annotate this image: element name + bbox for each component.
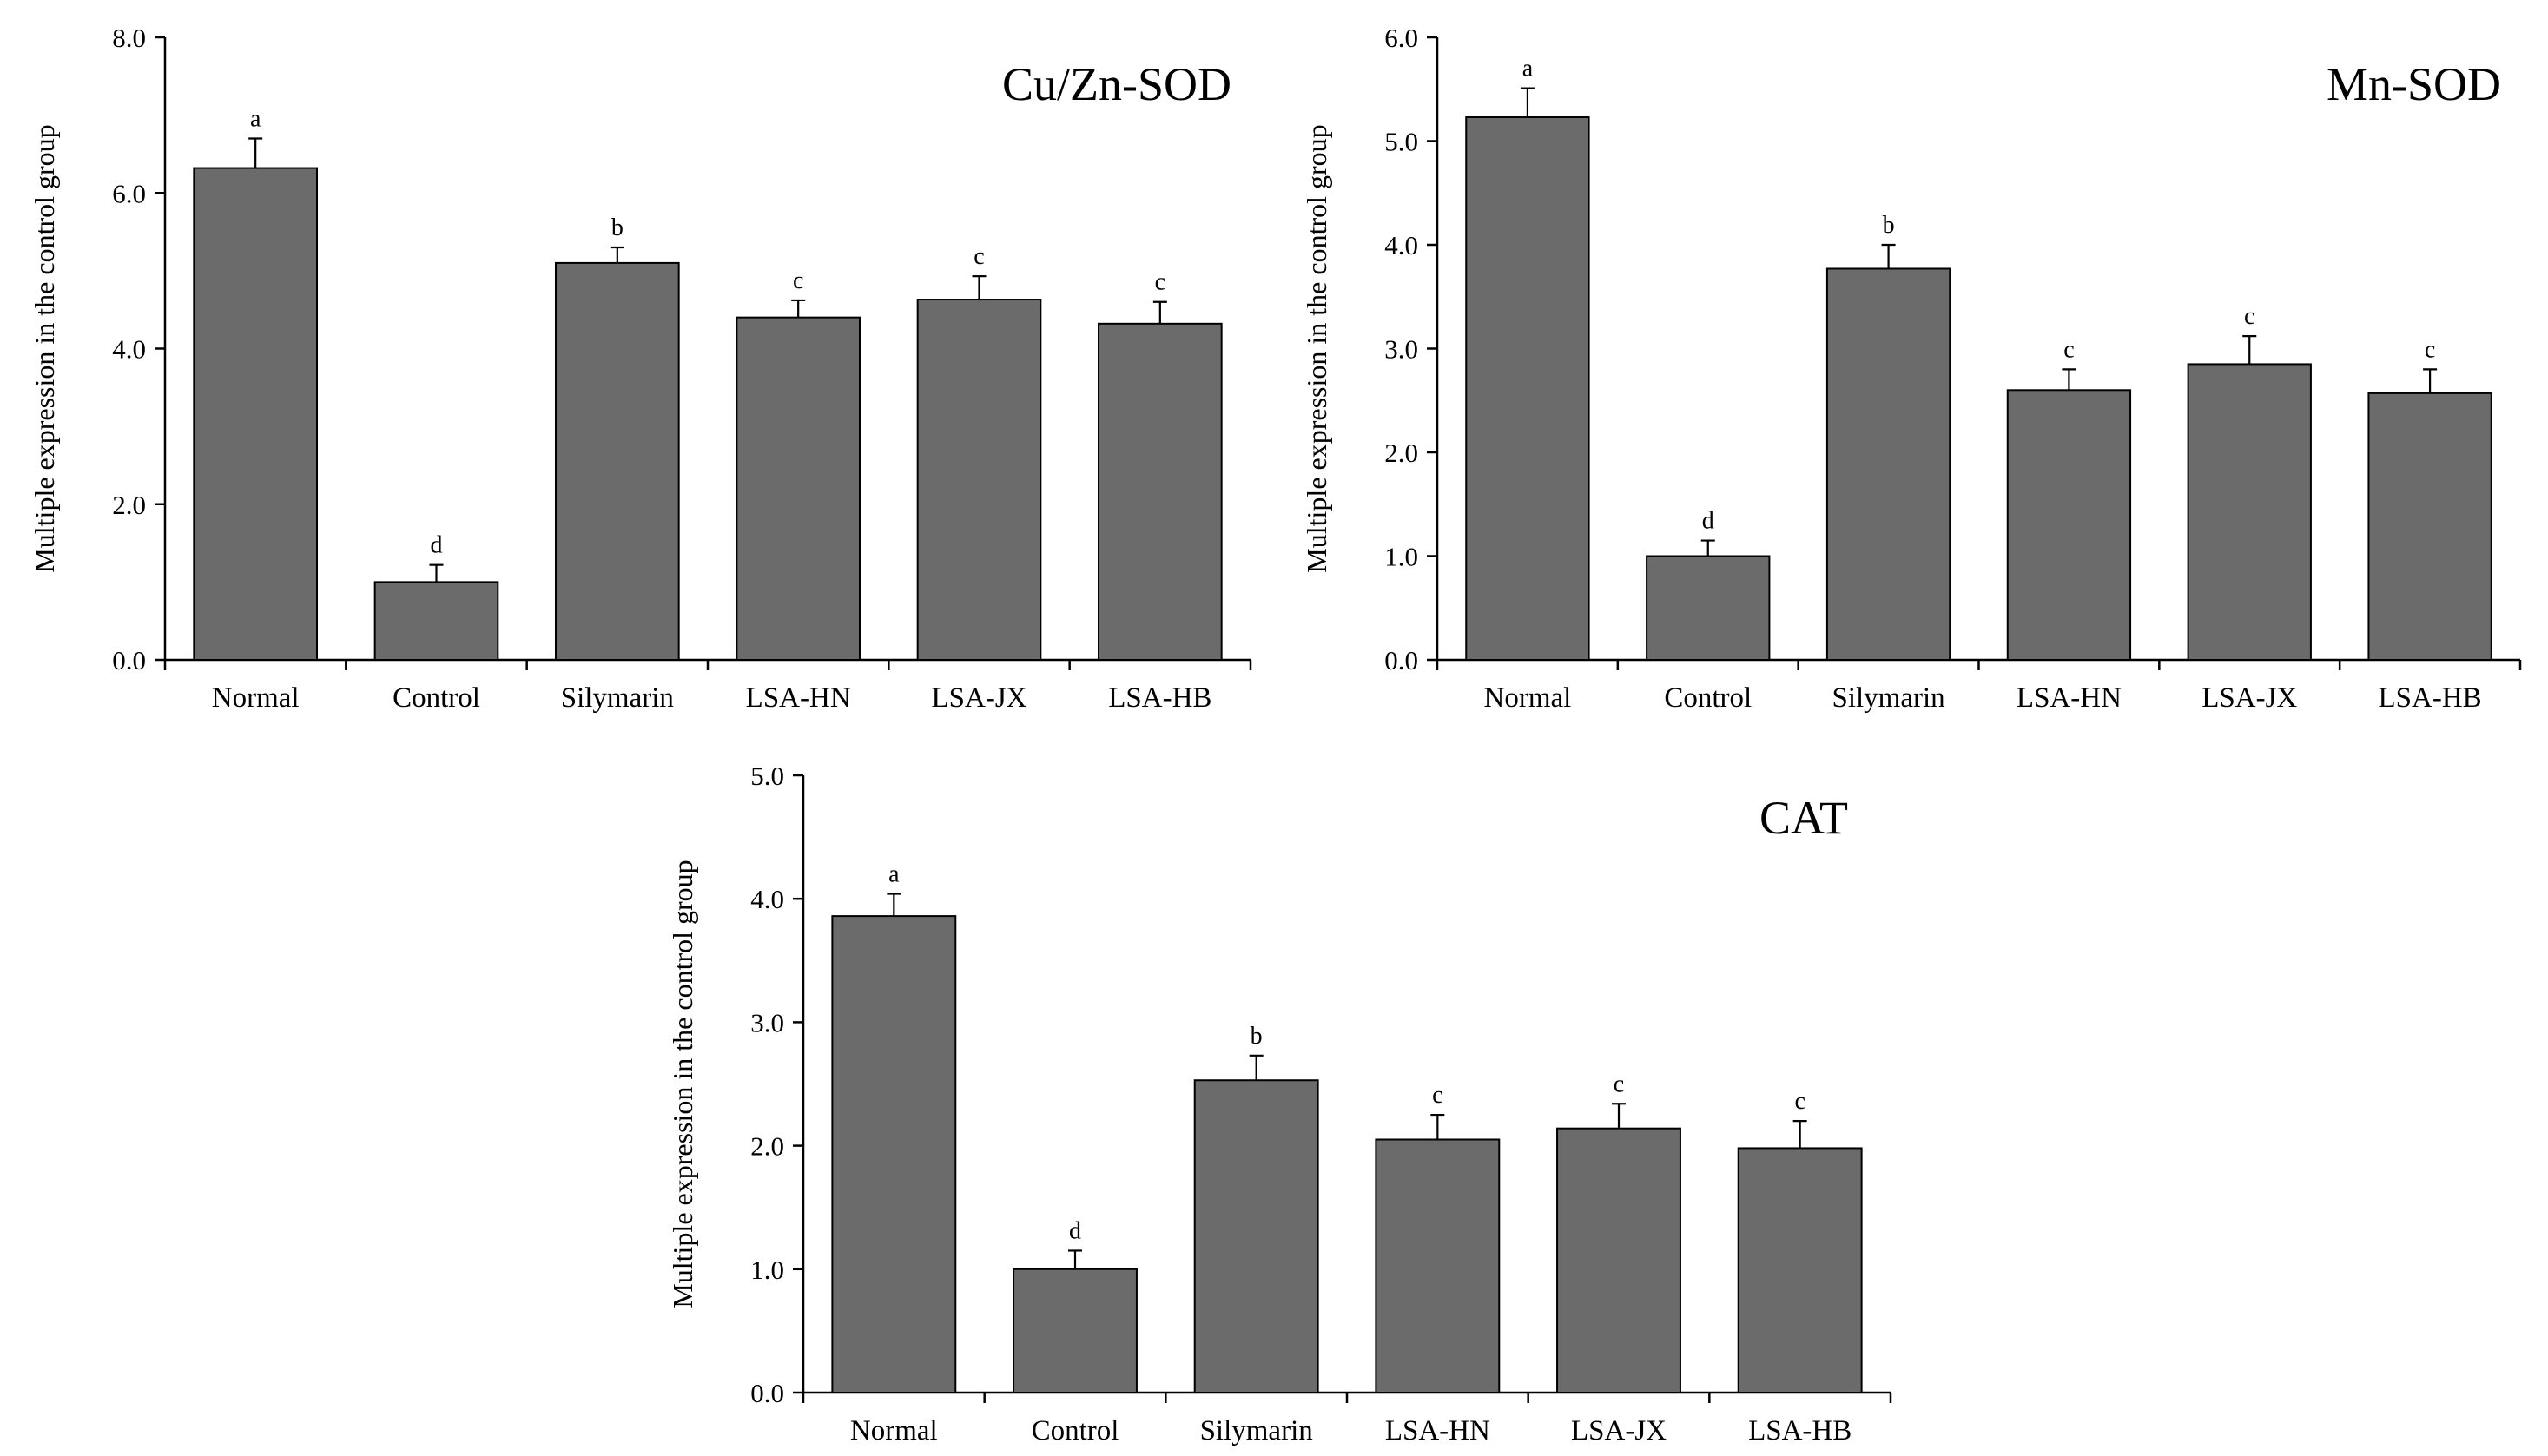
y-tick-label: 4.0 [750, 884, 784, 914]
significance-letter: a [1522, 56, 1534, 82]
y-tick-label: 0.0 [1384, 645, 1418, 675]
y-tick-label: 1.0 [750, 1255, 784, 1285]
bar-silymarin [1825, 267, 1951, 661]
y-tick-label: 4.0 [1384, 230, 1418, 260]
y-tick-label: 4.0 [112, 334, 146, 365]
bar-normal [1465, 116, 1590, 661]
significance-letter: d [1702, 508, 1714, 535]
bar-normal [193, 167, 318, 661]
y-tick-label: 2.0 [112, 490, 146, 520]
significance-letter: c [1614, 1071, 1624, 1097]
y-tick-label: 0.0 [750, 1378, 784, 1408]
y-tick-label: 2.0 [1384, 438, 1418, 468]
x-category-label: LSA-HB [1108, 682, 1211, 714]
x-category-label: LSA-HN [746, 682, 851, 714]
chart-panel-1: 0.0 2.0 4.0 6.0 8.0 a Normal d Control b Silymarin… [29, 23, 1252, 714]
significance-letter: b [1251, 1023, 1263, 1050]
x-category-label: LSA-JX [931, 682, 1026, 714]
bar-normal [831, 915, 957, 1394]
y-axis-title: Multiple expression in the control group [29, 124, 60, 572]
x-category-label: LSA-JX [2201, 682, 2297, 714]
bar-lsa-jx [2187, 363, 2312, 661]
x-category-label: LSA-JX [1571, 1415, 1667, 1446]
x-category-label: LSA-HN [2017, 682, 2122, 714]
chart-title: Mn-SOD [2327, 58, 2501, 110]
significance-letter: d [1069, 1217, 1081, 1244]
significance-letter: c [2425, 336, 2435, 363]
significance-letter: a [250, 106, 261, 133]
y-tick-label: 3.0 [750, 1007, 784, 1038]
significance-letter: b [611, 214, 624, 241]
y-tick-label: 8.0 [112, 23, 146, 53]
x-category-label: Silymarin [1200, 1415, 1313, 1446]
y-tick-label: 5.0 [1384, 127, 1418, 157]
significance-letter: c [2244, 303, 2254, 330]
y-tick-label: 0.0 [112, 645, 146, 675]
y-tick-label: 1.0 [1384, 542, 1418, 572]
bar-lsa-hn [1375, 1138, 1501, 1393]
significance-letter: c [1155, 269, 1165, 296]
bar-lsa-jx [1556, 1127, 1681, 1394]
y-axis-title: Multiple expression in the control group [1301, 124, 1332, 572]
bar-lsa-hb [1098, 322, 1223, 661]
y-tick-label: 6.0 [112, 178, 146, 208]
bar-lsa-hn [736, 316, 861, 661]
bar-control [1646, 555, 1771, 661]
significance-letter: a [888, 861, 900, 888]
significance-letter: c [1794, 1088, 1805, 1115]
bar-lsa-hb [1737, 1147, 1863, 1393]
y-tick-label: 6.0 [1384, 23, 1418, 53]
bar-silymarin [1193, 1079, 1319, 1393]
bar-lsa-hb [2367, 392, 2492, 661]
chart-title: Cu/Zn-SOD [1002, 58, 1231, 110]
y-tick-label: 5.0 [750, 761, 784, 791]
significance-letter: c [974, 243, 984, 270]
x-category-label: Normal [1484, 682, 1572, 714]
x-category-label: Normal [850, 1415, 938, 1446]
y-axis-title: Multiple expression in the control group [667, 860, 698, 1308]
x-category-label: LSA-HN [1385, 1415, 1490, 1446]
y-tick-label: 3.0 [1384, 334, 1418, 365]
bar-lsa-jx [916, 299, 1042, 661]
significance-letter: d [431, 532, 443, 559]
chart-panel-2: 0.0 1.0 2.0 3.0 4.0 5.0 6.0 a Normal d Control b Sil… [1301, 23, 2522, 714]
bar-silymarin [555, 261, 680, 661]
significance-letter: b [1883, 212, 1895, 239]
x-category-label: LSA-HB [1748, 1415, 1852, 1446]
x-category-label: Silymarin [1832, 682, 1944, 714]
bar-control [1013, 1268, 1138, 1394]
chart-title: CAT [1759, 792, 1848, 844]
x-category-label: Control [1032, 1415, 1119, 1446]
significance-letter: c [1432, 1082, 1442, 1109]
y-tick-label: 2.0 [750, 1131, 784, 1162]
chart-panel-3: 0.0 1.0 2.0 3.0 4.0 5.0 a Normal d Control b Silyma… [667, 761, 1892, 1446]
x-category-label: Normal [212, 682, 300, 714]
x-category-label: LSA-HB [2378, 682, 2481, 714]
bar-lsa-hn [2006, 389, 2132, 661]
x-category-label: Silymarin [561, 682, 674, 714]
x-category-label: Control [393, 682, 480, 714]
significance-letter: c [793, 267, 803, 294]
bar-control [373, 581, 499, 661]
significance-letter: c [2063, 336, 2074, 363]
x-category-label: Control [1664, 682, 1752, 714]
